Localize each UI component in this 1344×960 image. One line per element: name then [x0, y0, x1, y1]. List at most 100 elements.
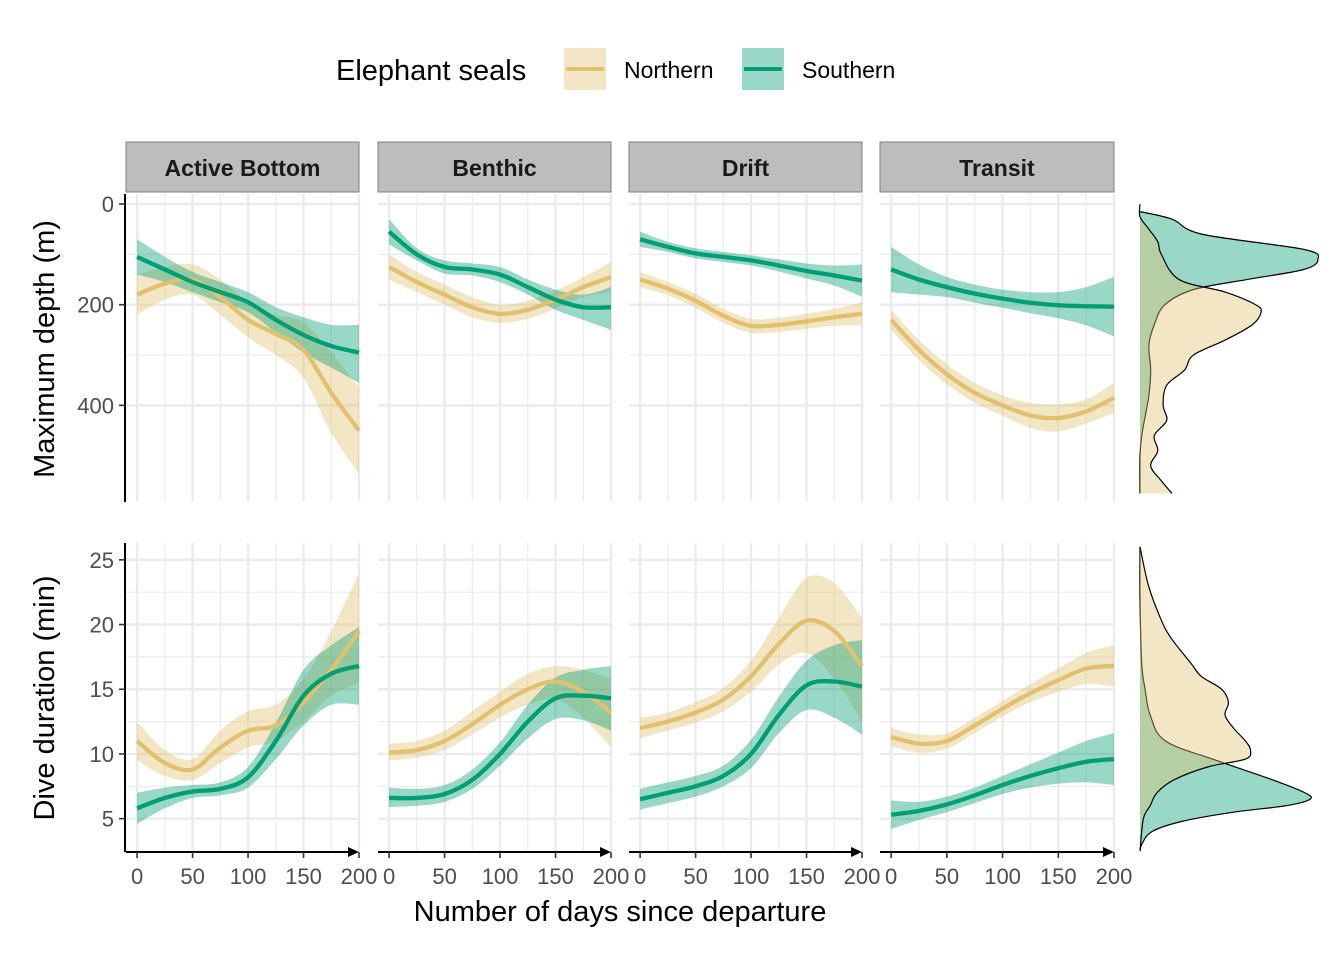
line-southern: [387, 230, 612, 310]
line-southern: [136, 254, 360, 355]
x-tick-label: 0: [885, 864, 897, 889]
density-fill-northern: [1139, 204, 1262, 494]
panel-benthic-row2: 0 50 100 150 200: [378, 543, 629, 889]
x-tick-label: 0: [383, 864, 395, 889]
density-outline-northern: [1139, 546, 1252, 852]
panel-benthic-row1: [378, 194, 613, 501]
strip-label-transit: Transit: [959, 155, 1035, 181]
strip-label-active-bottom: Active Bottom: [165, 155, 321, 181]
line-northern: [889, 318, 1115, 421]
x-tick-label: 200: [593, 864, 630, 889]
x-tick-label: 100: [984, 864, 1021, 889]
panel-drift-row2: 0 50 100 150 200: [629, 543, 880, 889]
legend: Elephant seals Northern Southern: [336, 48, 895, 90]
ribbon-southern: [640, 640, 862, 810]
x-tick-label: 100: [482, 864, 519, 889]
x-tick-label: 150: [285, 864, 322, 889]
y-tick-label: 15: [90, 677, 114, 702]
x-tick-label: 50: [683, 864, 707, 889]
strip-benthic: [377, 141, 612, 193]
x-tick-label: 150: [537, 864, 574, 889]
x-tick-label: 50: [432, 864, 456, 889]
density-outline-northern: [1138, 204, 1262, 494]
gridlines: [378, 194, 613, 501]
facet-strips: Active Bottom Benthic Drift Transit: [125, 141, 1115, 193]
x-tick-label: 200: [341, 864, 378, 889]
line-northern: [388, 679, 613, 755]
strip-active-bottom: [125, 141, 360, 193]
line-northern: [639, 618, 864, 731]
y-tick-label: 200: [77, 293, 114, 318]
ribbon-southern: [137, 627, 359, 824]
ribbon-northern: [640, 272, 862, 334]
strip-label-benthic: Benthic: [452, 155, 537, 181]
x-tick-label: 100: [230, 864, 267, 889]
x-axis-benthic: 0 50 100 150 200: [378, 847, 629, 889]
ribbon-southern: [137, 239, 359, 383]
ribbon-southern: [640, 231, 862, 297]
ribbon-northern: [891, 645, 1114, 753]
y-tick-label: 20: [90, 613, 114, 638]
panel-active-bottom-row1: 0 200 400: [77, 192, 361, 502]
marginal-density-row1: [1138, 204, 1320, 494]
strip-drift: [628, 141, 863, 193]
strip-label-drift: Drift: [722, 155, 770, 181]
density-outline-southern: [1139, 546, 1313, 852]
y-axis-row1: 0 200 400: [77, 192, 126, 502]
strip-transit: [879, 141, 1115, 193]
x-axis-arrowhead: [851, 847, 862, 857]
y-axis-title-duration: Dive duration (min): [29, 576, 61, 821]
y-tick-label: 10: [90, 742, 114, 767]
y-axis-title-depth: Maximum depth (m): [29, 220, 61, 478]
x-tick-label: 150: [1040, 864, 1077, 889]
x-tick-label: 200: [844, 864, 881, 889]
line-northern: [136, 276, 361, 432]
legend-label-northern: Northern: [624, 57, 713, 83]
ribbon-northern: [389, 254, 611, 323]
x-axis-arrowhead: [348, 847, 359, 857]
x-tick-label: 150: [788, 864, 825, 889]
legend-title: Elephant seals: [336, 55, 526, 87]
line-southern: [136, 663, 360, 811]
y-tick-label: 5: [102, 807, 114, 832]
panel-active-bottom-row2: 0 50 100 150 200 5 10 15 20 25: [90, 543, 377, 889]
gridlines: [126, 543, 361, 851]
line-northern: [639, 277, 863, 329]
ribbon-northern: [389, 665, 611, 761]
marginal-density-row2: [1139, 546, 1313, 852]
x-axis-title: Number of days since departure: [414, 896, 827, 928]
x-axis-active-bottom: 0 50 100 150 200: [126, 847, 377, 889]
x-tick-label: 50: [935, 864, 959, 889]
y-axis-row2: 5 10 15 20 25: [90, 543, 126, 852]
line-northern: [388, 265, 612, 316]
density-fill-southern: [1139, 546, 1312, 851]
gridlines: [629, 194, 864, 501]
density-outline-southern: [1139, 211, 1320, 494]
x-axis-arrowhead: [1103, 847, 1114, 857]
x-tick-label: 100: [733, 864, 770, 889]
line-southern: [890, 756, 1115, 817]
ribbon-northern: [640, 575, 862, 739]
x-tick-label: 50: [180, 864, 204, 889]
x-tick-label: 0: [634, 864, 646, 889]
line-southern: [639, 678, 863, 802]
ribbon-southern: [389, 665, 611, 807]
ribbon-southern: [891, 246, 1114, 337]
y-tick-label: 0: [102, 192, 114, 217]
line-southern: [389, 693, 612, 801]
panel-drift-row1: [629, 194, 864, 501]
y-tick-label: 25: [90, 548, 114, 573]
x-tick-label: 0: [131, 864, 143, 889]
line-southern: [890, 267, 1115, 309]
x-axis-arrowhead: [600, 847, 611, 857]
gridlines: [880, 543, 1116, 851]
x-tick-label: 200: [1096, 864, 1133, 889]
y-tick-label: 400: [77, 393, 114, 418]
panel-transit-row1: [880, 194, 1116, 501]
density-fill-northern: [1140, 546, 1251, 851]
x-axis-transit: 0 50 100 150 200: [880, 847, 1132, 889]
legend-label-southern: Southern: [802, 57, 895, 83]
line-northern: [890, 663, 1115, 747]
